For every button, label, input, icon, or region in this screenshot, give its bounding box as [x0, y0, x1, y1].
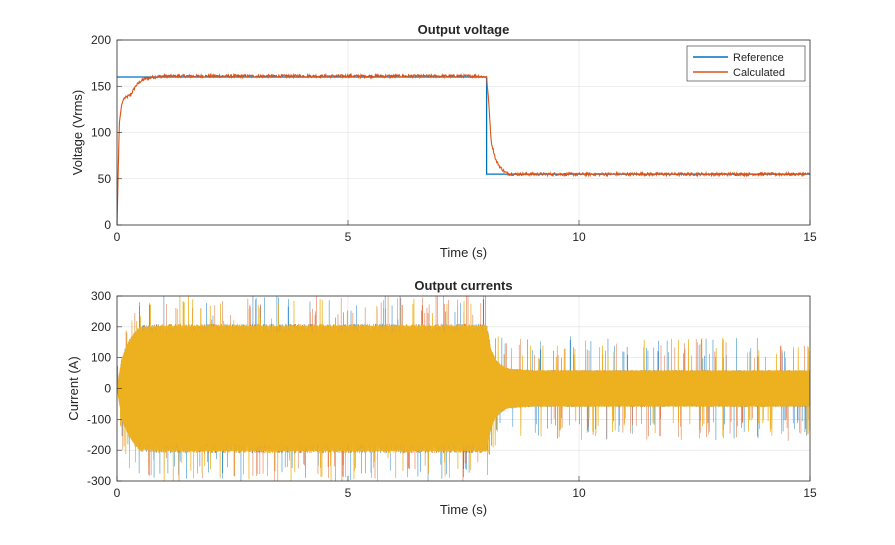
legend-label-reference: Reference	[733, 52, 784, 64]
voltage-x-tick-label: 15	[803, 230, 817, 244]
voltage-x-tick-label: 10	[572, 230, 586, 244]
series-calculated-line	[117, 72, 810, 225]
current-chart-title: Output currents	[414, 278, 512, 293]
current-x-tick-label: 15	[803, 486, 817, 500]
voltage-y-axis-label: Voltage (Vrms)	[70, 90, 85, 176]
legend-box	[686, 45, 806, 82]
voltage-y-tick-label: 150	[91, 79, 111, 93]
current-y-tick-label: 100	[91, 351, 111, 365]
current-x-tick-label: 0	[114, 486, 121, 500]
legend-label-calculated: Calculated	[733, 67, 785, 79]
voltage-legend: Reference Calculated	[686, 45, 806, 82]
current-ticks: 0 5 10 15 -300 -200 -100 0 100 200 300	[87, 289, 817, 500]
voltage-y-tick-label: 200	[91, 33, 111, 47]
current-x-tick-label: 10	[572, 486, 586, 500]
current-x-tick-label: 5	[345, 486, 352, 500]
current-y-tick-label: -100	[87, 412, 111, 426]
current-axes: 0 5 10 15 -300 -200 -100 0 100 200 300 Output curr…	[66, 278, 817, 517]
voltage-y-tick-label: 100	[91, 126, 111, 140]
current-y-tick-label: 0	[104, 382, 111, 396]
voltage-x-axis-label: Time (s)	[440, 245, 487, 260]
voltage-grid	[117, 40, 810, 225]
voltage-y-tick-label: 0	[104, 218, 111, 232]
voltage-chart-title: Output voltage	[418, 22, 510, 37]
current-x-axis-label: Time (s)	[440, 502, 487, 517]
voltage-series-group	[117, 72, 810, 225]
voltage-x-tick-label: 5	[345, 230, 352, 244]
current-y-tick-label: -200	[87, 443, 111, 457]
voltage-y-tick-label: 50	[98, 172, 112, 186]
series-phase-c-line	[117, 296, 810, 481]
current-y-tick-label: 200	[91, 320, 111, 334]
current-y-axis-label: Current (A)	[66, 356, 81, 420]
current-series-group	[117, 296, 810, 481]
current-y-tick-label: 300	[91, 289, 111, 303]
current-y-tick-label: -300	[87, 474, 111, 488]
voltage-x-tick-label: 0	[114, 230, 121, 244]
